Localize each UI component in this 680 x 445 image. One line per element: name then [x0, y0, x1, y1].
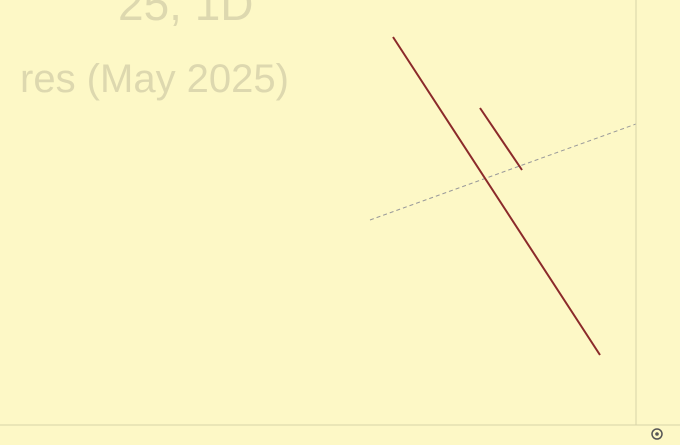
- trend-line: [369, 123, 637, 221]
- gear[interactable]: [651, 428, 663, 440]
- trend-line: [479, 107, 523, 171]
- gear-center[interactable]: [655, 432, 659, 436]
- trend-line: [392, 36, 601, 356]
- settings-icon[interactable]: [651, 428, 663, 440]
- watermark: res (May 2025): [20, 57, 289, 101]
- watermark: 25, 1D: [118, 0, 254, 30]
